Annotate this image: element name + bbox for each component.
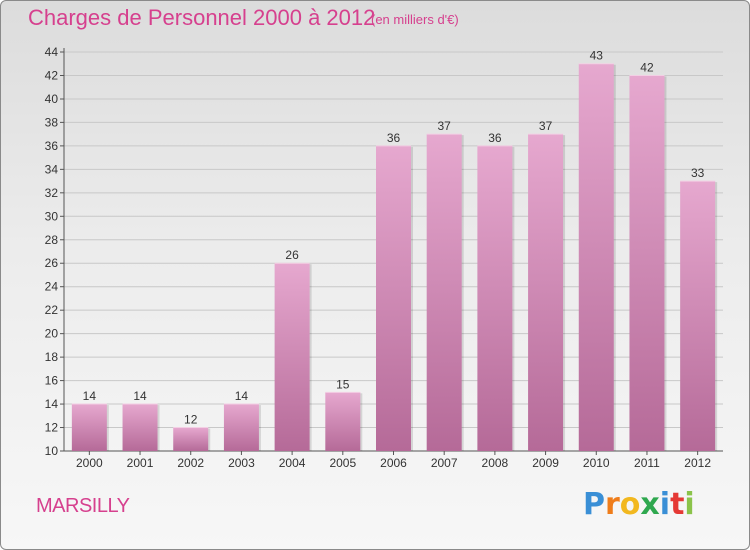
data-label: 15 xyxy=(336,377,350,391)
x-tick-label: 2011 xyxy=(634,456,660,470)
y-tick-label: 20 xyxy=(45,327,59,341)
y-tick-label: 26 xyxy=(45,256,59,270)
data-label: 42 xyxy=(640,60,654,74)
bar-2005 xyxy=(325,392,361,451)
bar-2006 xyxy=(376,145,411,451)
x-tick-label: 2012 xyxy=(684,456,711,470)
chart-subtitle: (en milliers d'€) xyxy=(371,12,459,27)
y-tick-label: 14 xyxy=(45,397,59,411)
bar-2000 xyxy=(71,404,107,451)
y-tick-label: 34 xyxy=(45,162,59,176)
logo-letter: r xyxy=(605,487,620,522)
logo-letter: i xyxy=(659,487,671,522)
data-labels: 14 14 12 14 26 15 36 37 36 37 43 42 33 xyxy=(83,49,705,427)
chart-title: Charges de Personnel 2000 à 2012 xyxy=(28,5,376,30)
y-tick-label: 44 xyxy=(45,45,59,59)
data-label: 14 xyxy=(235,389,249,403)
x-tick-label: 2006 xyxy=(380,456,407,470)
x-tick-label: 2000 xyxy=(76,456,103,470)
bar-2007 xyxy=(426,134,462,451)
x-tick-label: 2002 xyxy=(177,456,204,470)
y-tick-label: 12 xyxy=(45,421,59,435)
data-label: 43 xyxy=(590,49,604,63)
data-label: 37 xyxy=(539,119,553,133)
x-tick-label: 2009 xyxy=(532,456,559,470)
y-tick-label: 38 xyxy=(45,115,59,129)
y-tick-label: 40 xyxy=(45,92,59,106)
y-tick-label: 10 xyxy=(45,444,59,458)
place-name: MARSILLY xyxy=(36,495,130,517)
y-tick-label: 18 xyxy=(45,350,59,364)
bar-2011 xyxy=(629,75,665,452)
y-tick-label: 32 xyxy=(45,186,59,200)
x-tick-label: 2008 xyxy=(482,456,509,470)
data-label: 14 xyxy=(83,389,97,403)
y-tick-label: 24 xyxy=(45,280,59,294)
bar-2008 xyxy=(477,145,513,451)
bars xyxy=(71,63,718,452)
data-label: 33 xyxy=(691,166,705,180)
logo-letter: o xyxy=(619,487,641,522)
y-tick-label: 16 xyxy=(45,374,59,388)
y-tick-label: 42 xyxy=(45,68,59,82)
x-tick-label: 2007 xyxy=(431,456,458,470)
logo-letter: i xyxy=(684,487,695,522)
data-label: 12 xyxy=(184,413,198,427)
bar-2003 xyxy=(223,404,259,451)
x-tick-label: 2001 xyxy=(127,456,154,470)
bar-2009 xyxy=(528,134,564,451)
x-tick-label: 2005 xyxy=(329,456,356,470)
logo-letter: P xyxy=(583,487,605,522)
bar-2001 xyxy=(122,404,158,451)
y-tick-label: 28 xyxy=(45,233,59,247)
bar-2004 xyxy=(274,263,310,451)
bar-2002 xyxy=(173,427,209,451)
data-label: 36 xyxy=(488,131,502,145)
y-tick-label: 22 xyxy=(45,303,59,317)
bar-2012 xyxy=(680,181,716,451)
x-tick-label: 2010 xyxy=(583,456,610,470)
data-label: 37 xyxy=(438,119,452,133)
data-label: 26 xyxy=(285,248,299,262)
proxiti-logo: Proxiti xyxy=(583,487,695,522)
logo-letter: x xyxy=(640,487,660,522)
data-label: 36 xyxy=(387,131,401,145)
bar-2010 xyxy=(578,63,614,452)
x-tick-label: 2004 xyxy=(279,456,306,470)
y-tick-label: 30 xyxy=(45,209,59,223)
x-tick-label: 2003 xyxy=(228,456,255,470)
logo-letter: t xyxy=(670,487,685,522)
y-tick-label: 36 xyxy=(45,139,59,153)
data-label: 14 xyxy=(133,389,147,403)
